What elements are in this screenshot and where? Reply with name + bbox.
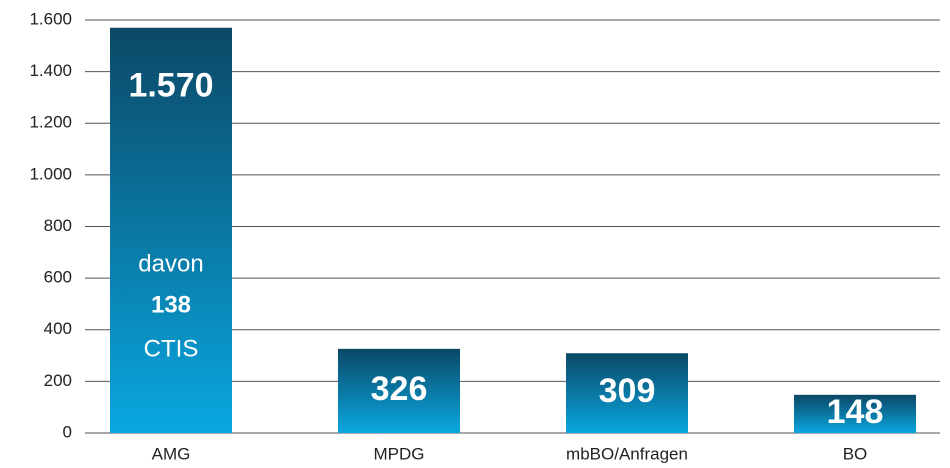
y-tick-label: 1.000	[29, 164, 72, 183]
x-tick-label: AMG	[152, 444, 191, 463]
y-tick-label: 1.400	[29, 61, 72, 80]
y-tick-label: 1.200	[29, 113, 72, 132]
y-tick-label: 0	[63, 422, 72, 441]
y-tick-label: 200	[44, 371, 72, 390]
bar	[794, 394, 916, 433]
value-label: 148	[827, 393, 884, 431]
annotation-line: CTIS	[144, 335, 199, 362]
annotation-line: davon	[138, 250, 203, 277]
bar	[110, 27, 232, 434]
bar	[338, 348, 460, 433]
value-label: 1.570	[128, 67, 213, 105]
bar	[566, 353, 688, 433]
x-tick-label: mbBO/Anfragen	[566, 444, 688, 463]
x-tick-label: MPDG	[374, 444, 425, 463]
y-tick-label: 800	[44, 216, 72, 235]
y-tick-label: 1.600	[29, 9, 72, 28]
y-tick-label: 600	[44, 268, 72, 287]
value-label: 309	[599, 372, 656, 410]
annotation-line: 138	[151, 291, 191, 318]
x-tick-label: BO	[843, 444, 868, 463]
value-label: 326	[371, 370, 428, 408]
y-tick-label: 400	[44, 319, 72, 338]
